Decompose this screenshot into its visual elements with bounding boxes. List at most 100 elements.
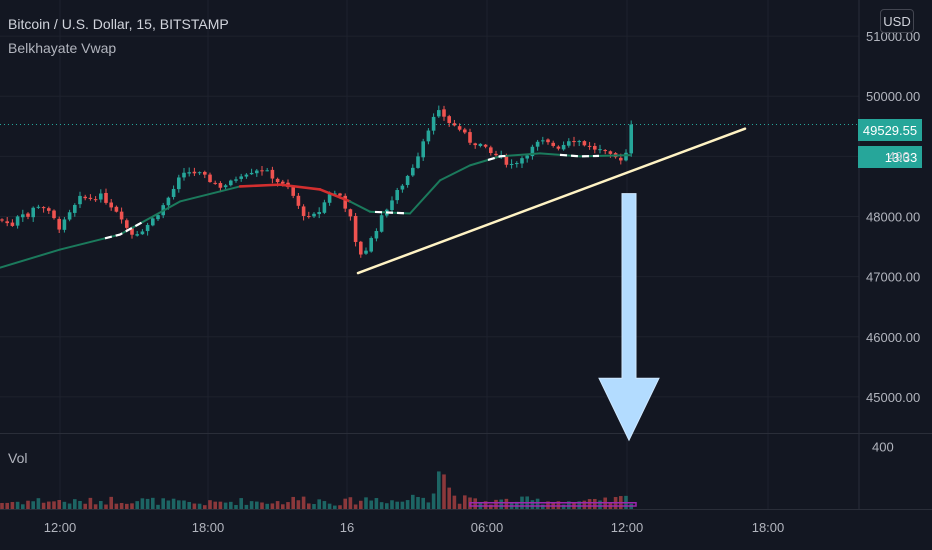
candle-body	[187, 172, 191, 174]
volume-bar	[47, 501, 51, 509]
countdown-text: 13:33	[884, 149, 918, 165]
volume-bar	[239, 498, 243, 509]
volume-bar	[333, 505, 337, 509]
candle-body	[400, 185, 405, 190]
candle-body	[333, 193, 337, 195]
candle-body	[416, 156, 420, 168]
volume-bar	[125, 503, 129, 509]
candle-body	[119, 211, 124, 220]
price-tick-label: 46000.00	[866, 330, 920, 345]
volume-bar	[463, 495, 467, 509]
volume-bar	[203, 505, 207, 509]
candle-body	[73, 204, 77, 213]
down-arrow[interactable]	[598, 193, 660, 442]
time-tick-label: 18:00	[752, 520, 785, 535]
volume-bar	[114, 503, 119, 509]
candle-body	[343, 195, 347, 209]
candle-body	[546, 139, 550, 143]
candle-body	[67, 212, 72, 220]
volume-bar	[483, 501, 488, 509]
volume-bar	[41, 502, 46, 509]
candle-body	[265, 170, 269, 172]
currency-button[interactable]: USD	[880, 9, 914, 33]
candle-body	[21, 214, 25, 218]
candle-body	[431, 116, 436, 131]
candle-body	[561, 144, 566, 150]
volume-bar	[411, 494, 415, 509]
candle-body	[135, 234, 139, 236]
candle-body	[504, 155, 509, 165]
volume-tick-label: 400	[872, 440, 894, 455]
volume-bar	[286, 502, 290, 509]
volume-bar	[255, 501, 259, 509]
candle-body	[515, 163, 519, 165]
volume-bar	[182, 500, 186, 509]
candle-body	[140, 231, 145, 235]
last-price-tag: 49529.55	[858, 119, 922, 141]
volume-bar	[229, 501, 233, 509]
candle-body	[598, 149, 602, 151]
volume-bar	[119, 502, 124, 509]
candle-body	[213, 182, 217, 184]
candle-body	[348, 209, 353, 217]
volume-bar	[359, 500, 363, 509]
candle-body	[426, 130, 431, 142]
candle-body	[530, 146, 535, 157]
candle-body	[525, 155, 529, 159]
candle-body	[582, 141, 587, 146]
volume-bar	[593, 498, 597, 509]
volume-bar	[489, 504, 493, 509]
candle-body	[556, 146, 561, 149]
volume-bar	[21, 504, 25, 509]
volume-bar	[197, 503, 202, 509]
volume-bar	[31, 501, 35, 509]
candle-body	[468, 132, 472, 143]
candle-body	[31, 207, 35, 218]
volume-bar	[369, 500, 373, 509]
volume-bar	[109, 496, 113, 509]
indicator-label[interactable]: Belkhayate Vwap	[8, 40, 117, 56]
grid-lines	[0, 0, 859, 509]
volume-bar	[260, 502, 264, 509]
candle-body	[629, 124, 633, 154]
volume-bar	[83, 503, 87, 509]
volume-bar	[442, 474, 446, 509]
candle-body	[5, 221, 9, 224]
candle-body	[551, 142, 555, 146]
volume-bar	[15, 501, 20, 509]
volume-bar	[281, 504, 285, 509]
vwap-segment	[439, 164, 471, 182]
candle-body	[374, 230, 379, 239]
volume-bar	[598, 500, 602, 509]
volume-bar	[374, 498, 379, 509]
volume-bar	[130, 503, 134, 509]
candle-body	[93, 199, 98, 201]
volume-bar	[26, 500, 30, 509]
price-tick-label: 50000.00	[866, 89, 920, 104]
volume-bar	[348, 497, 353, 509]
volume-label[interactable]: Vol	[8, 450, 28, 466]
volume-bar	[177, 500, 181, 509]
candle-body	[587, 145, 592, 147]
vwap-line	[0, 152, 631, 269]
candle-body	[166, 197, 171, 206]
candle-body	[156, 215, 160, 220]
volume-bar	[307, 503, 311, 509]
volume-bar	[187, 501, 191, 509]
candle-body	[291, 186, 295, 196]
time-tick-label: 18:00	[192, 520, 225, 535]
candle-body	[239, 176, 243, 179]
candle-body	[483, 144, 488, 147]
candle-body	[577, 141, 581, 143]
candle-body	[36, 206, 41, 208]
candle-body	[494, 153, 498, 156]
volume-bar	[582, 500, 587, 509]
vwap-neutral-segment	[487, 154, 510, 162]
volume-bar	[317, 499, 321, 509]
trendline[interactable]	[356, 127, 747, 275]
volume-bar	[541, 504, 545, 509]
candle-body	[463, 129, 467, 133]
volume-bar	[452, 495, 457, 509]
volume-bar	[73, 499, 77, 509]
